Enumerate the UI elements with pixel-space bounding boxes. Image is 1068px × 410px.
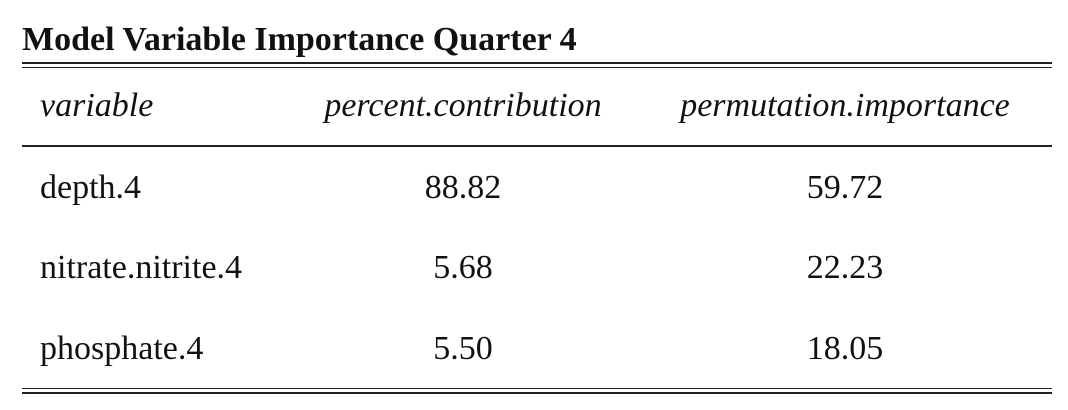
top-rule-outer [22,62,1052,64]
cell-permutation-importance: 22.23 [806,249,884,286]
column-header-permutation-importance: permutation.importance [680,87,1010,124]
cell-variable: nitrate.nitrite.4 [40,249,243,286]
cell-percent-contribution: 5.68 [433,249,493,286]
cell-permutation-importance: 59.72 [806,169,884,206]
cell-permutation-importance: 18.05 [806,330,884,367]
top-rule-inner [22,67,1052,68]
bottom-rule-inner [22,388,1052,389]
column-header-variable: variable [40,87,154,124]
cell-percent-contribution: 88.82 [424,169,502,206]
header-rule [22,145,1052,147]
bottom-rule-outer [22,392,1052,394]
cell-variable: depth.4 [40,169,142,206]
cell-percent-contribution: 5.50 [433,330,493,367]
table-caption: Model Variable Importance Quarter 4 [22,21,577,58]
cell-variable: phosphate.4 [40,330,204,367]
column-header-percent-contribution: percent.contribution [324,87,602,124]
